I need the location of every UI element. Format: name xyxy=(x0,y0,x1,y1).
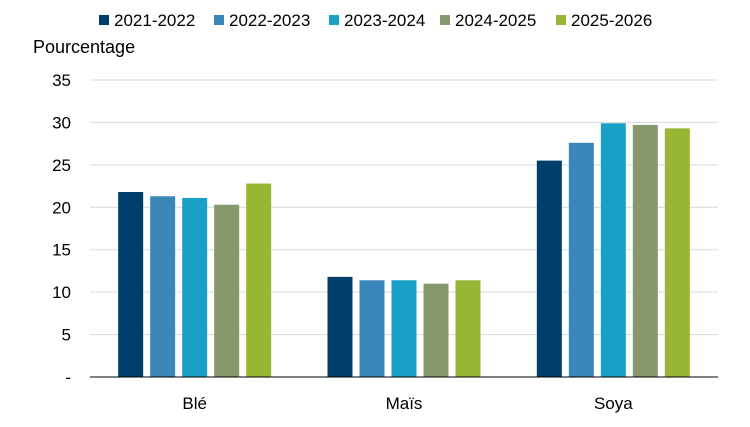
legend-swatch xyxy=(329,15,339,25)
y-tick-label: 25 xyxy=(52,156,71,175)
y-axis-ticks: - 5 10 15 20 25 30 35 xyxy=(52,71,71,387)
bars xyxy=(118,123,690,377)
legend-swatch xyxy=(440,15,450,25)
bar-2022-2023-Blé xyxy=(150,196,176,377)
bar-2022-2023-Soya xyxy=(568,142,594,377)
bar-2023-2024-Maïs xyxy=(391,280,417,377)
x-tick-label: Maïs xyxy=(386,394,423,413)
legend-swatch xyxy=(214,15,224,25)
legend-label: 2023-2024 xyxy=(344,11,425,30)
bar-2025-2026-Maïs xyxy=(455,280,481,377)
y-tick-label: 30 xyxy=(52,113,71,132)
legend-swatch xyxy=(99,15,109,25)
y-tick-label: 10 xyxy=(52,283,71,302)
y-axis-title: Pourcentage xyxy=(33,37,135,57)
bar-2023-2024-Blé xyxy=(182,197,208,377)
bar-2024-2025-Blé xyxy=(214,204,240,377)
x-tick-label: Blé xyxy=(182,394,207,413)
legend: 2021-2022 2022-2023 2023-2024 2024-2025 2025… xyxy=(99,11,652,30)
legend-label: 2022-2023 xyxy=(229,11,310,30)
bar-2025-2026-Soya xyxy=(664,128,690,377)
x-axis-ticks: Blé Maïs Soya xyxy=(182,394,633,413)
legend-label: 2024-2025 xyxy=(455,11,536,30)
bar-2025-2026-Blé xyxy=(246,183,272,377)
y-tick-label: 20 xyxy=(52,198,71,217)
bar-2024-2025-Maïs xyxy=(423,283,449,377)
legend-label: 2025-2026 xyxy=(571,11,652,30)
bar-2021-2022-Blé xyxy=(118,192,144,377)
y-tick-label: 15 xyxy=(52,241,71,260)
legend-swatch xyxy=(556,15,566,25)
y-tick-label: - xyxy=(65,368,71,387)
bar-2024-2025-Soya xyxy=(632,124,658,377)
x-tick-label: Soya xyxy=(594,394,633,413)
bar-2022-2023-Maïs xyxy=(359,280,385,377)
bar-2021-2022-Soya xyxy=(536,160,562,377)
y-tick-label: 5 xyxy=(62,326,71,345)
bar-2023-2024-Soya xyxy=(600,123,626,377)
bar-2021-2022-Maïs xyxy=(327,276,353,377)
y-tick-label: 35 xyxy=(52,71,71,90)
legend-label: 2021-2022 xyxy=(114,11,195,30)
